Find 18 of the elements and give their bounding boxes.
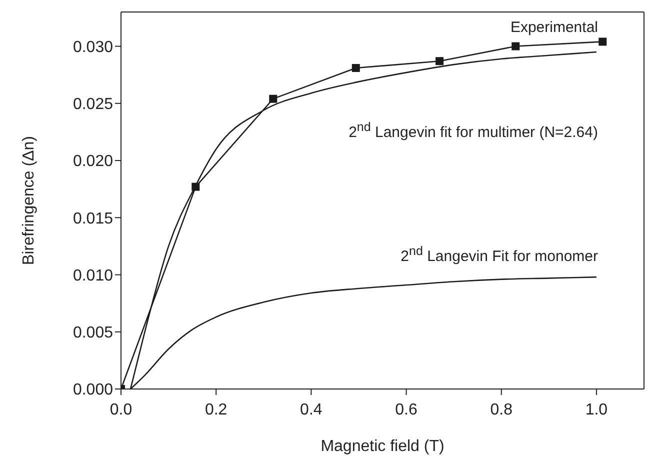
y-tick-label: 0.010: [72, 267, 114, 284]
annotation: 2$^{nd}$ Langevin fit for multimer (N=2.64): [348, 120, 598, 141]
y-tick-label: 0.005: [72, 324, 114, 342]
y-axis-title: Birefringence (Δn): [20, 136, 38, 265]
y-tick-label: 0.015: [72, 210, 114, 228]
y-tick-label: 0.030: [72, 38, 114, 56]
x-tick-label: 0.4: [300, 401, 322, 418]
x-tick-label: 0.8: [490, 401, 513, 418]
annotation: 2$^{nd}$ Langevin Fit for monomer: [400, 244, 598, 265]
y-tick-label: 0.020: [72, 153, 114, 170]
x-tick-label: 0.0: [110, 401, 132, 418]
annotation: Experimental: [510, 19, 598, 36]
y-tick-label: 0.025: [72, 96, 114, 114]
x-axis-title: Magnetic field (T): [320, 438, 444, 455]
y-tick-label: 0.000: [72, 382, 114, 399]
x-tick-label: 1.0: [585, 401, 608, 418]
x-tick-label: 0.6: [395, 401, 418, 418]
x-tick-label: 0.2: [204, 401, 228, 418]
